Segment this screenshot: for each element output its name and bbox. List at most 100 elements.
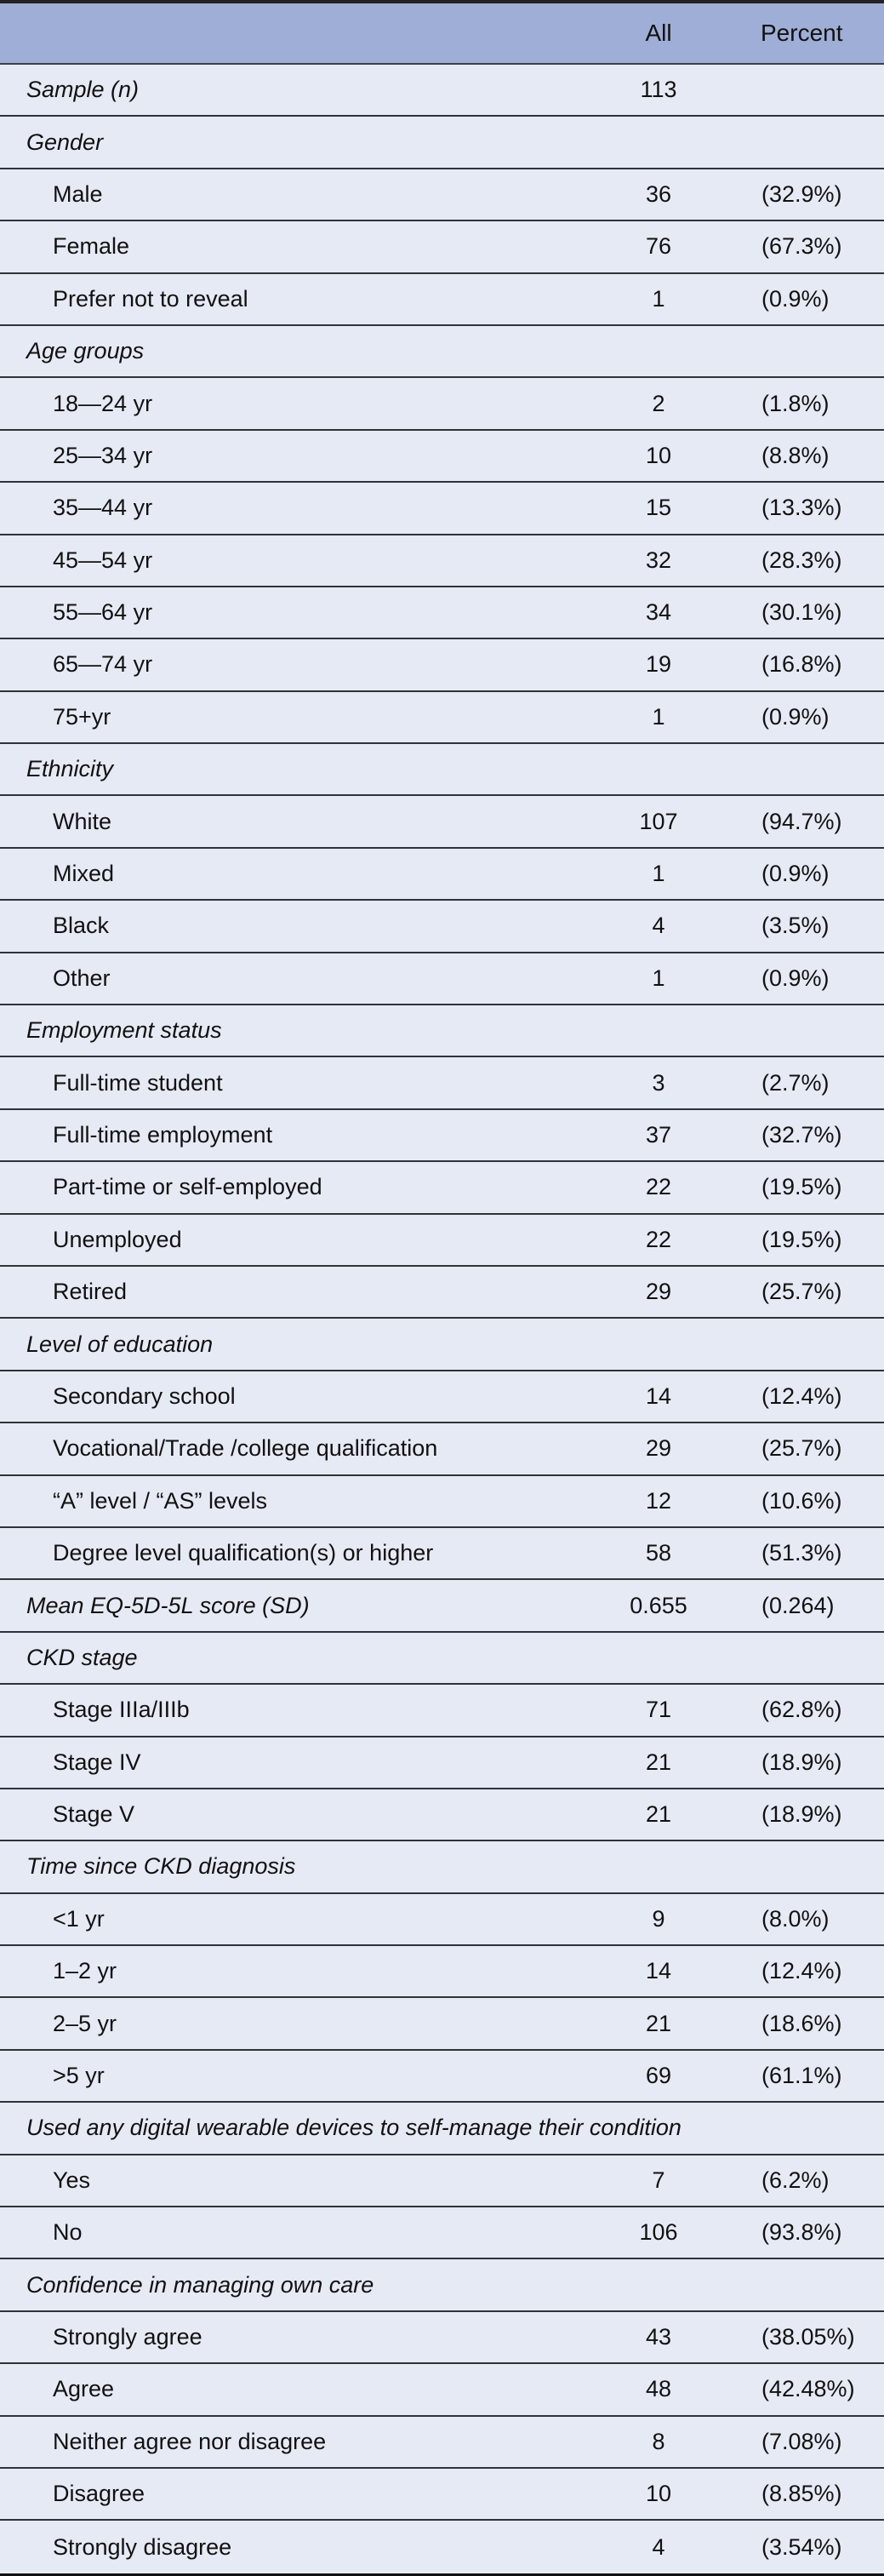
row-percent: (28.3%) <box>761 547 842 573</box>
row-count: 34 <box>645 599 672 626</box>
row-count: 10 <box>645 442 672 468</box>
table-row: Vocational/Trade /college qualification … <box>0 1423 884 1476</box>
row-percent: (8.85%) <box>761 2481 842 2507</box>
table-row: Male 36 (32.9%) <box>0 169 884 222</box>
row-label: Stage V <box>53 1801 135 1828</box>
section-header-row: Level of education <box>0 1319 884 1371</box>
row-label: Sample (n) <box>26 77 140 103</box>
table-row: 55—64 yr 34 (30.1%) <box>0 587 884 640</box>
row-percent: (25.7%) <box>761 1279 842 1305</box>
row-count: 106 <box>639 2219 678 2246</box>
row-percent: (13.3%) <box>761 495 842 521</box>
row-label: Black <box>53 913 110 939</box>
row-label: Vocational/Trade /college qualification <box>53 1435 438 1462</box>
row-count: 58 <box>645 1540 672 1566</box>
table-row: Mixed 1 (0.9%) <box>0 848 884 902</box>
row-label: Confidence in managing own care <box>26 2271 374 2298</box>
row-label: Full-time student <box>53 1069 223 1096</box>
table-row: >5 yr 69 (61.1%) <box>0 2050 884 2104</box>
row-percent: (0.264) <box>761 1592 835 1618</box>
row-count: 37 <box>645 1122 672 1148</box>
row-label: White <box>53 808 112 834</box>
row-label: 2–5 yr <box>53 2010 117 2036</box>
row-percent: (38.05%) <box>761 2323 855 2350</box>
table-row: Unemployed 22 (19.5%) <box>0 1214 884 1267</box>
row-label: Neither agree nor disagree <box>53 2428 327 2454</box>
row-percent: (94.7%) <box>761 808 842 834</box>
row-percent: (0.9%) <box>761 285 830 312</box>
row-percent: (18.9%) <box>761 1749 842 1775</box>
row-count: 9 <box>652 1905 665 1932</box>
row-label: Unemployed <box>53 1226 182 1252</box>
row-label: Other <box>53 965 111 991</box>
row-label: Strongly disagree <box>53 2533 232 2560</box>
table-row: 35—44 yr 15 (13.3%) <box>0 483 884 535</box>
row-percent: (12.4%) <box>761 1382 842 1409</box>
section-header-row: Age groups <box>0 325 884 379</box>
table-row: Prefer not to reveal 1 (0.9%) <box>0 273 884 326</box>
table-row: “A” level / “AS” levels 12 (10.6%) <box>0 1475 884 1528</box>
table-row: 25—34 yr 10 (8.8%) <box>0 430 884 484</box>
row-label: 45—54 yr <box>53 547 153 573</box>
row-count: 4 <box>652 913 665 939</box>
row-label: 65—74 yr <box>53 651 153 678</box>
table-row: 1–2 yr 14 (12.4%) <box>0 1946 884 1999</box>
row-label: CKD stage <box>26 1644 138 1670</box>
row-count: 1 <box>652 285 665 312</box>
row-count: 4 <box>652 2533 665 2560</box>
section-header-row: Confidence in managing own care <box>0 2259 884 2312</box>
row-label: Retired <box>53 1279 128 1305</box>
row-label: Level of education <box>26 1331 214 1357</box>
row-count: 21 <box>645 1801 672 1828</box>
row-label: Used any digital wearable devices to sel… <box>26 2115 682 2141</box>
header-all: All <box>645 20 672 46</box>
row-label: Part-time or self-employed <box>53 1174 322 1200</box>
row-label: Strongly agree <box>53 2323 202 2350</box>
row-percent: (93.8%) <box>761 2219 842 2246</box>
table-row: 65—74 yr 19 (16.8%) <box>0 639 884 692</box>
row-label: No <box>53 2219 83 2246</box>
table-row: 45—54 yr 32 (28.3%) <box>0 535 884 587</box>
row-label: Full-time employment <box>53 1122 273 1148</box>
row-percent: (2.7%) <box>761 1069 830 1096</box>
row-count: 107 <box>639 808 678 834</box>
row-percent: (32.7%) <box>761 1122 842 1148</box>
row-percent: (7.08%) <box>761 2428 842 2454</box>
row-percent: (42.48%) <box>761 2376 855 2402</box>
section-header-row: CKD stage <box>0 1632 884 1686</box>
row-percent: (3.54%) <box>761 2533 842 2560</box>
row-count: 113 <box>640 77 677 103</box>
row-label: Ethnicity <box>26 756 114 782</box>
row-count: 76 <box>645 233 672 260</box>
row-label: Stage IV <box>53 1749 141 1775</box>
table-row: Stage IIIa/IIIb 71 (62.8%) <box>0 1685 884 1737</box>
table-row: Other 1 (0.9%) <box>0 953 884 1006</box>
row-count: 8 <box>652 2428 665 2454</box>
row-percent: (18.6%) <box>761 2010 842 2036</box>
row-label: Degree level qualification(s) or higher <box>53 1540 434 1566</box>
row-count: 1 <box>652 965 665 991</box>
header-percent: Percent <box>761 20 843 46</box>
row-count: 36 <box>645 180 672 207</box>
row-label: 75+yr <box>53 703 111 730</box>
table-row: Stage V 21 (18.9%) <box>0 1789 884 1842</box>
table-body: Sample (n) 113 Gender Male 36 (32.9%) Fe… <box>0 65 884 2573</box>
table-row: Secondary school 14 (12.4%) <box>0 1371 884 1424</box>
row-percent: (0.9%) <box>761 703 830 730</box>
row-label: Yes <box>53 2167 91 2193</box>
row-count: 22 <box>645 1174 672 1200</box>
table-row: 75+yr 1 (0.9%) <box>0 691 884 745</box>
table-row: Retired 29 (25.7%) <box>0 1266 884 1319</box>
table-row: White 107 (94.7%) <box>0 796 884 849</box>
row-count: 71 <box>645 1697 672 1723</box>
row-percent: (3.5%) <box>761 913 830 939</box>
row-count: 15 <box>645 495 672 521</box>
row-count: 69 <box>645 2063 672 2089</box>
row-label: “A” level / “AS” levels <box>53 1487 268 1514</box>
row-label: 1–2 yr <box>53 1958 117 1984</box>
row-percent: (67.3%) <box>761 233 842 260</box>
row-count: 14 <box>645 1382 672 1409</box>
table-row: Strongly agree 43 (38.05%) <box>0 2311 884 2365</box>
row-label: Gender <box>26 129 104 155</box>
